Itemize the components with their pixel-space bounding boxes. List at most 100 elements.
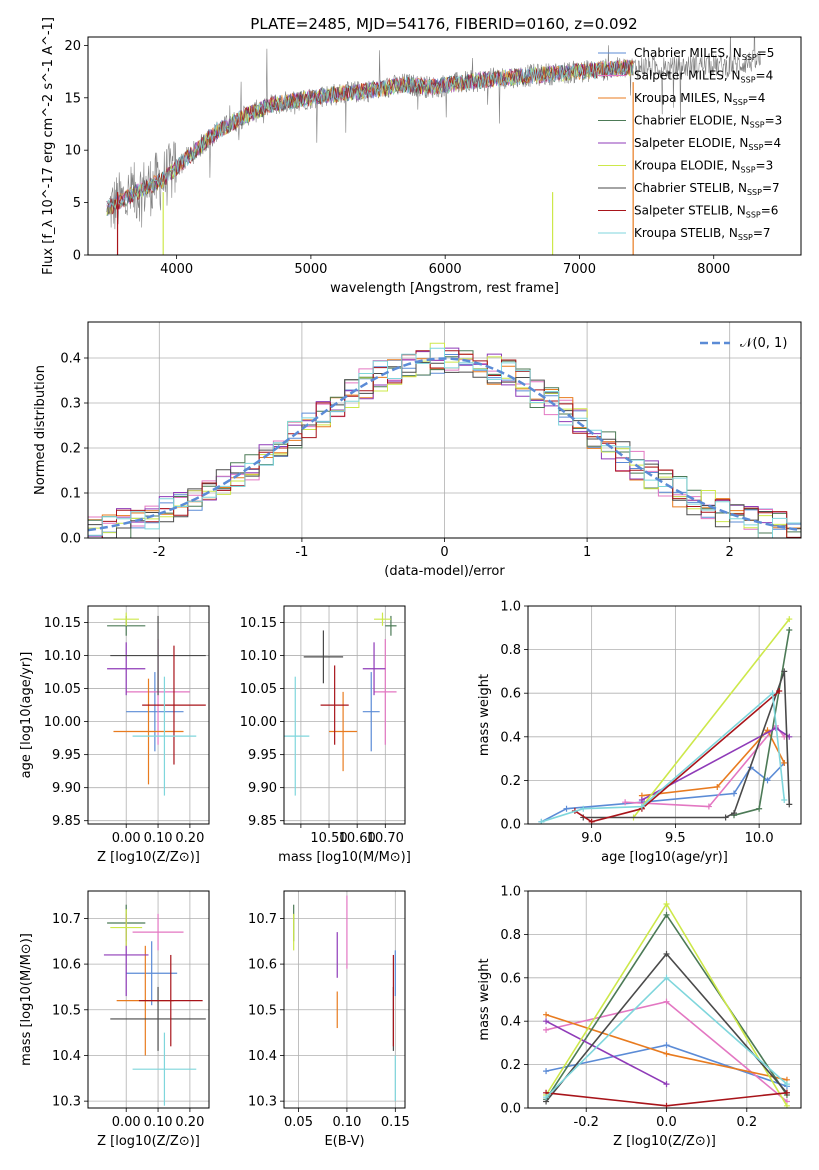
x-tick-label: -1	[295, 545, 308, 560]
legend-nssp: =5	[757, 46, 775, 60]
x-tick-label: 0.20	[175, 1115, 204, 1130]
y-tick-label: 0.2	[500, 774, 521, 789]
x-tick-label: 0.10	[144, 1115, 173, 1130]
y-tick-label: 10.10	[240, 649, 277, 664]
x-axis-label: (data-model)/error	[384, 564, 505, 579]
y-tick-label: 0.8	[500, 643, 521, 658]
x-axis-label: age [log10(age/yr)]	[601, 850, 728, 865]
age_vs_mass-frame	[283, 605, 406, 825]
y-tick-label: 15	[64, 91, 81, 106]
legend-subscript: SSP	[738, 233, 753, 242]
legend-nssp: =6	[761, 204, 779, 218]
y-tick-label: 0.2	[60, 442, 81, 457]
legend-nssp: =3	[756, 159, 774, 173]
mass-weight-marker	[543, 1011, 550, 1018]
legend-entry: 𝒩(0, 1)	[740, 336, 787, 351]
x-tick-label: 0.15	[381, 1115, 410, 1130]
x-tick-label: 7000	[563, 262, 596, 277]
legend-subscript: SSP	[746, 211, 761, 220]
y-tick-label: 10.3	[248, 1095, 277, 1110]
mass_vs_Z-plot-area	[88, 891, 209, 1108]
y-tick-label: 10.4	[52, 1049, 81, 1064]
legend-entry: Chabrier STELIB, NSSP=7	[634, 181, 780, 197]
figure-title: PLATE=2485, MJD=54176, FIBERID=0160, z=0…	[250, 15, 637, 33]
y-tick-label: 0.0	[500, 1102, 521, 1117]
mass-weight-line	[632, 618, 790, 818]
y-tick-label: 10.6	[52, 958, 81, 973]
y-tick-label: 9.95	[52, 748, 81, 763]
y-tick-label: 10.5	[248, 1003, 277, 1018]
y-tick-label: 9.90	[248, 781, 277, 796]
legend-nssp: =4	[748, 91, 766, 105]
model-spectrum-line	[106, 59, 634, 216]
x-tick-label: 5000	[294, 262, 327, 277]
y-tick-label: 0.3	[60, 397, 81, 412]
mass_weight_vs_age-axes: 9.0 9.5 10.0 0.0 0.2 0.4 0.6 0.8 1.0 age [log10(a…	[477, 600, 802, 865]
age_vs_Z-plot-area	[88, 606, 209, 824]
y-tick-label: 10.7	[52, 912, 81, 927]
y-tick-label: 0.0	[500, 818, 521, 833]
mass-weight-marker	[776, 688, 783, 695]
mass-weight-line	[541, 691, 786, 823]
mass-weight-marker	[543, 1026, 550, 1033]
spectrum-plot-area	[106, 37, 761, 255]
mass-weight-marker	[781, 668, 788, 675]
mass_vs_ebv-frame	[283, 890, 406, 1109]
normal-curve-line	[88, 357, 801, 532]
x-tick-label: 2	[726, 545, 734, 560]
legend-nssp: =4	[763, 136, 781, 150]
mass-weight-marker	[705, 803, 712, 810]
legend-nssp: =3	[765, 114, 783, 128]
legend-subscript: SSP	[748, 143, 763, 152]
legend-nssp: =7	[753, 226, 771, 240]
spectrum-axes: 4000 5000 6000 7000 8000 0 5 10 15 20 wavelength […	[41, 17, 802, 296]
legend-subscript: SSP	[742, 53, 757, 62]
y-tick-label: 0.6	[500, 971, 521, 986]
model-spectrum-line	[106, 59, 634, 208]
residuals-frame	[87, 321, 802, 539]
mass-weight-marker	[781, 759, 788, 766]
legend-entry: Salpeter MILES, NSSP=4	[634, 69, 773, 85]
x-axis-label: Z [log10(Z/Z⊙)]	[613, 1134, 716, 1149]
x-tick-label: -0.2	[574, 1115, 599, 1130]
legend-subscript: SSP	[741, 76, 756, 85]
x-axis-label: E(B-V)	[324, 1134, 364, 1149]
mass-weight-marker	[769, 690, 776, 697]
legend-entry: Salpeter ELODIE, NSSP=4	[634, 136, 781, 152]
y-tick-label: 5	[73, 196, 81, 211]
y-tick-label: 9.85	[248, 814, 277, 829]
mass-weight-marker	[786, 616, 793, 623]
y-tick-label: 10.15	[240, 616, 277, 631]
y-axis-label: age [log10(age/yr)]	[19, 652, 34, 779]
legend-name: Kroupa MILES, N	[634, 91, 733, 105]
age_vs_Z-axes: 0.00 0.10 0.20 9.85 9.90 9.95 10.00 10.05 10.10 1…	[19, 605, 210, 865]
residuals-plot-area	[88, 322, 801, 538]
y-tick-label: 10.15	[44, 616, 81, 631]
legend-entry: Salpeter STELIB, NSSP=6	[634, 204, 778, 220]
y-tick-label: 10.05	[44, 682, 81, 697]
x-axis-label: Z [log10(Z/Z⊙)]	[97, 1134, 200, 1149]
mass-weight-marker	[663, 911, 670, 918]
mass-weight-marker	[663, 950, 670, 957]
mass-weight-marker	[756, 805, 763, 812]
legend-name: Salpeter STELIB, N	[634, 204, 746, 218]
mass-weight-marker	[663, 1042, 670, 1049]
x-tick-label: 0.20	[175, 831, 204, 846]
x-tick-label: 10.0	[745, 831, 774, 846]
mass-weight-line	[574, 690, 780, 823]
spectrum-frame	[87, 36, 802, 256]
mass-weight-marker	[663, 1081, 670, 1088]
residuals-axes: -2 -1 0 1 2 0.0 0.1 0.2 0.3 0.4 (data-model)/error…	[33, 321, 802, 579]
x-tick-label: 0.10	[144, 831, 173, 846]
mass-weight-marker	[543, 1018, 550, 1025]
y-axis-label: Flux [f_λ 10^-17 erg cm^-2 s^-1 A^-1]	[41, 17, 56, 275]
y-tick-label: 9.95	[248, 748, 277, 763]
mass_weight_vs_Z-plot-area	[528, 891, 801, 1108]
mass-weight-marker	[638, 797, 645, 804]
x-axis-label: mass [log10(M/M⊙)]	[278, 850, 411, 865]
x-tick-label: 6000	[429, 262, 462, 277]
y-tick-label: 10.4	[248, 1049, 277, 1064]
mass-weight-marker	[731, 790, 738, 797]
mass_vs_Z-axes: 0.00 0.10 0.20 10.3 10.4 10.5 10.6 10.7 Z [log10…	[19, 890, 210, 1149]
